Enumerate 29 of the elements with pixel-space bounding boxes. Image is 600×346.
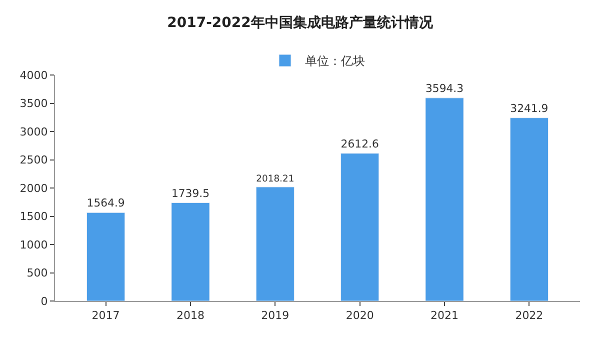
chart-title: 2017-2022年中国集成电路产量统计情况 <box>167 14 434 32</box>
x-tick-label: 2021 <box>430 309 459 322</box>
x-tick-label: 2020 <box>346 309 374 322</box>
bar <box>340 153 380 301</box>
data-label: 3241.9 <box>510 102 548 115</box>
bar <box>256 186 294 301</box>
x-tick-label: 2019 <box>261 309 290 322</box>
bar <box>86 212 126 301</box>
y-tick-label: 3500 <box>20 97 48 110</box>
y-tick-label: 500 <box>26 266 48 280</box>
x-tick-label: 2018 <box>176 309 204 322</box>
data-label: 2612.6 <box>340 137 379 150</box>
bar <box>425 98 464 301</box>
data-label: 1739.5 <box>171 186 210 200</box>
y-tick-label: 1500 <box>20 210 48 224</box>
y-tick-label: 0 <box>40 294 48 308</box>
data-label: 1564.9 <box>86 196 125 210</box>
data-label: 2018.21 <box>256 173 294 184</box>
legend-label: 单位：亿块 <box>305 54 365 68</box>
data-label: 3594.3 <box>425 82 464 95</box>
y-tick-label: 4000 <box>20 68 48 82</box>
bar <box>510 118 548 301</box>
y-tick-label: 1000 <box>20 238 48 252</box>
x-tick-label: 2017 <box>92 309 120 322</box>
y-tick-label: 3000 <box>20 125 48 138</box>
y-tick-label: 2000 <box>20 182 48 195</box>
y-tick-label: 2500 <box>20 154 48 167</box>
x-tick-label: 2022 <box>515 309 544 322</box>
bar <box>171 202 210 301</box>
